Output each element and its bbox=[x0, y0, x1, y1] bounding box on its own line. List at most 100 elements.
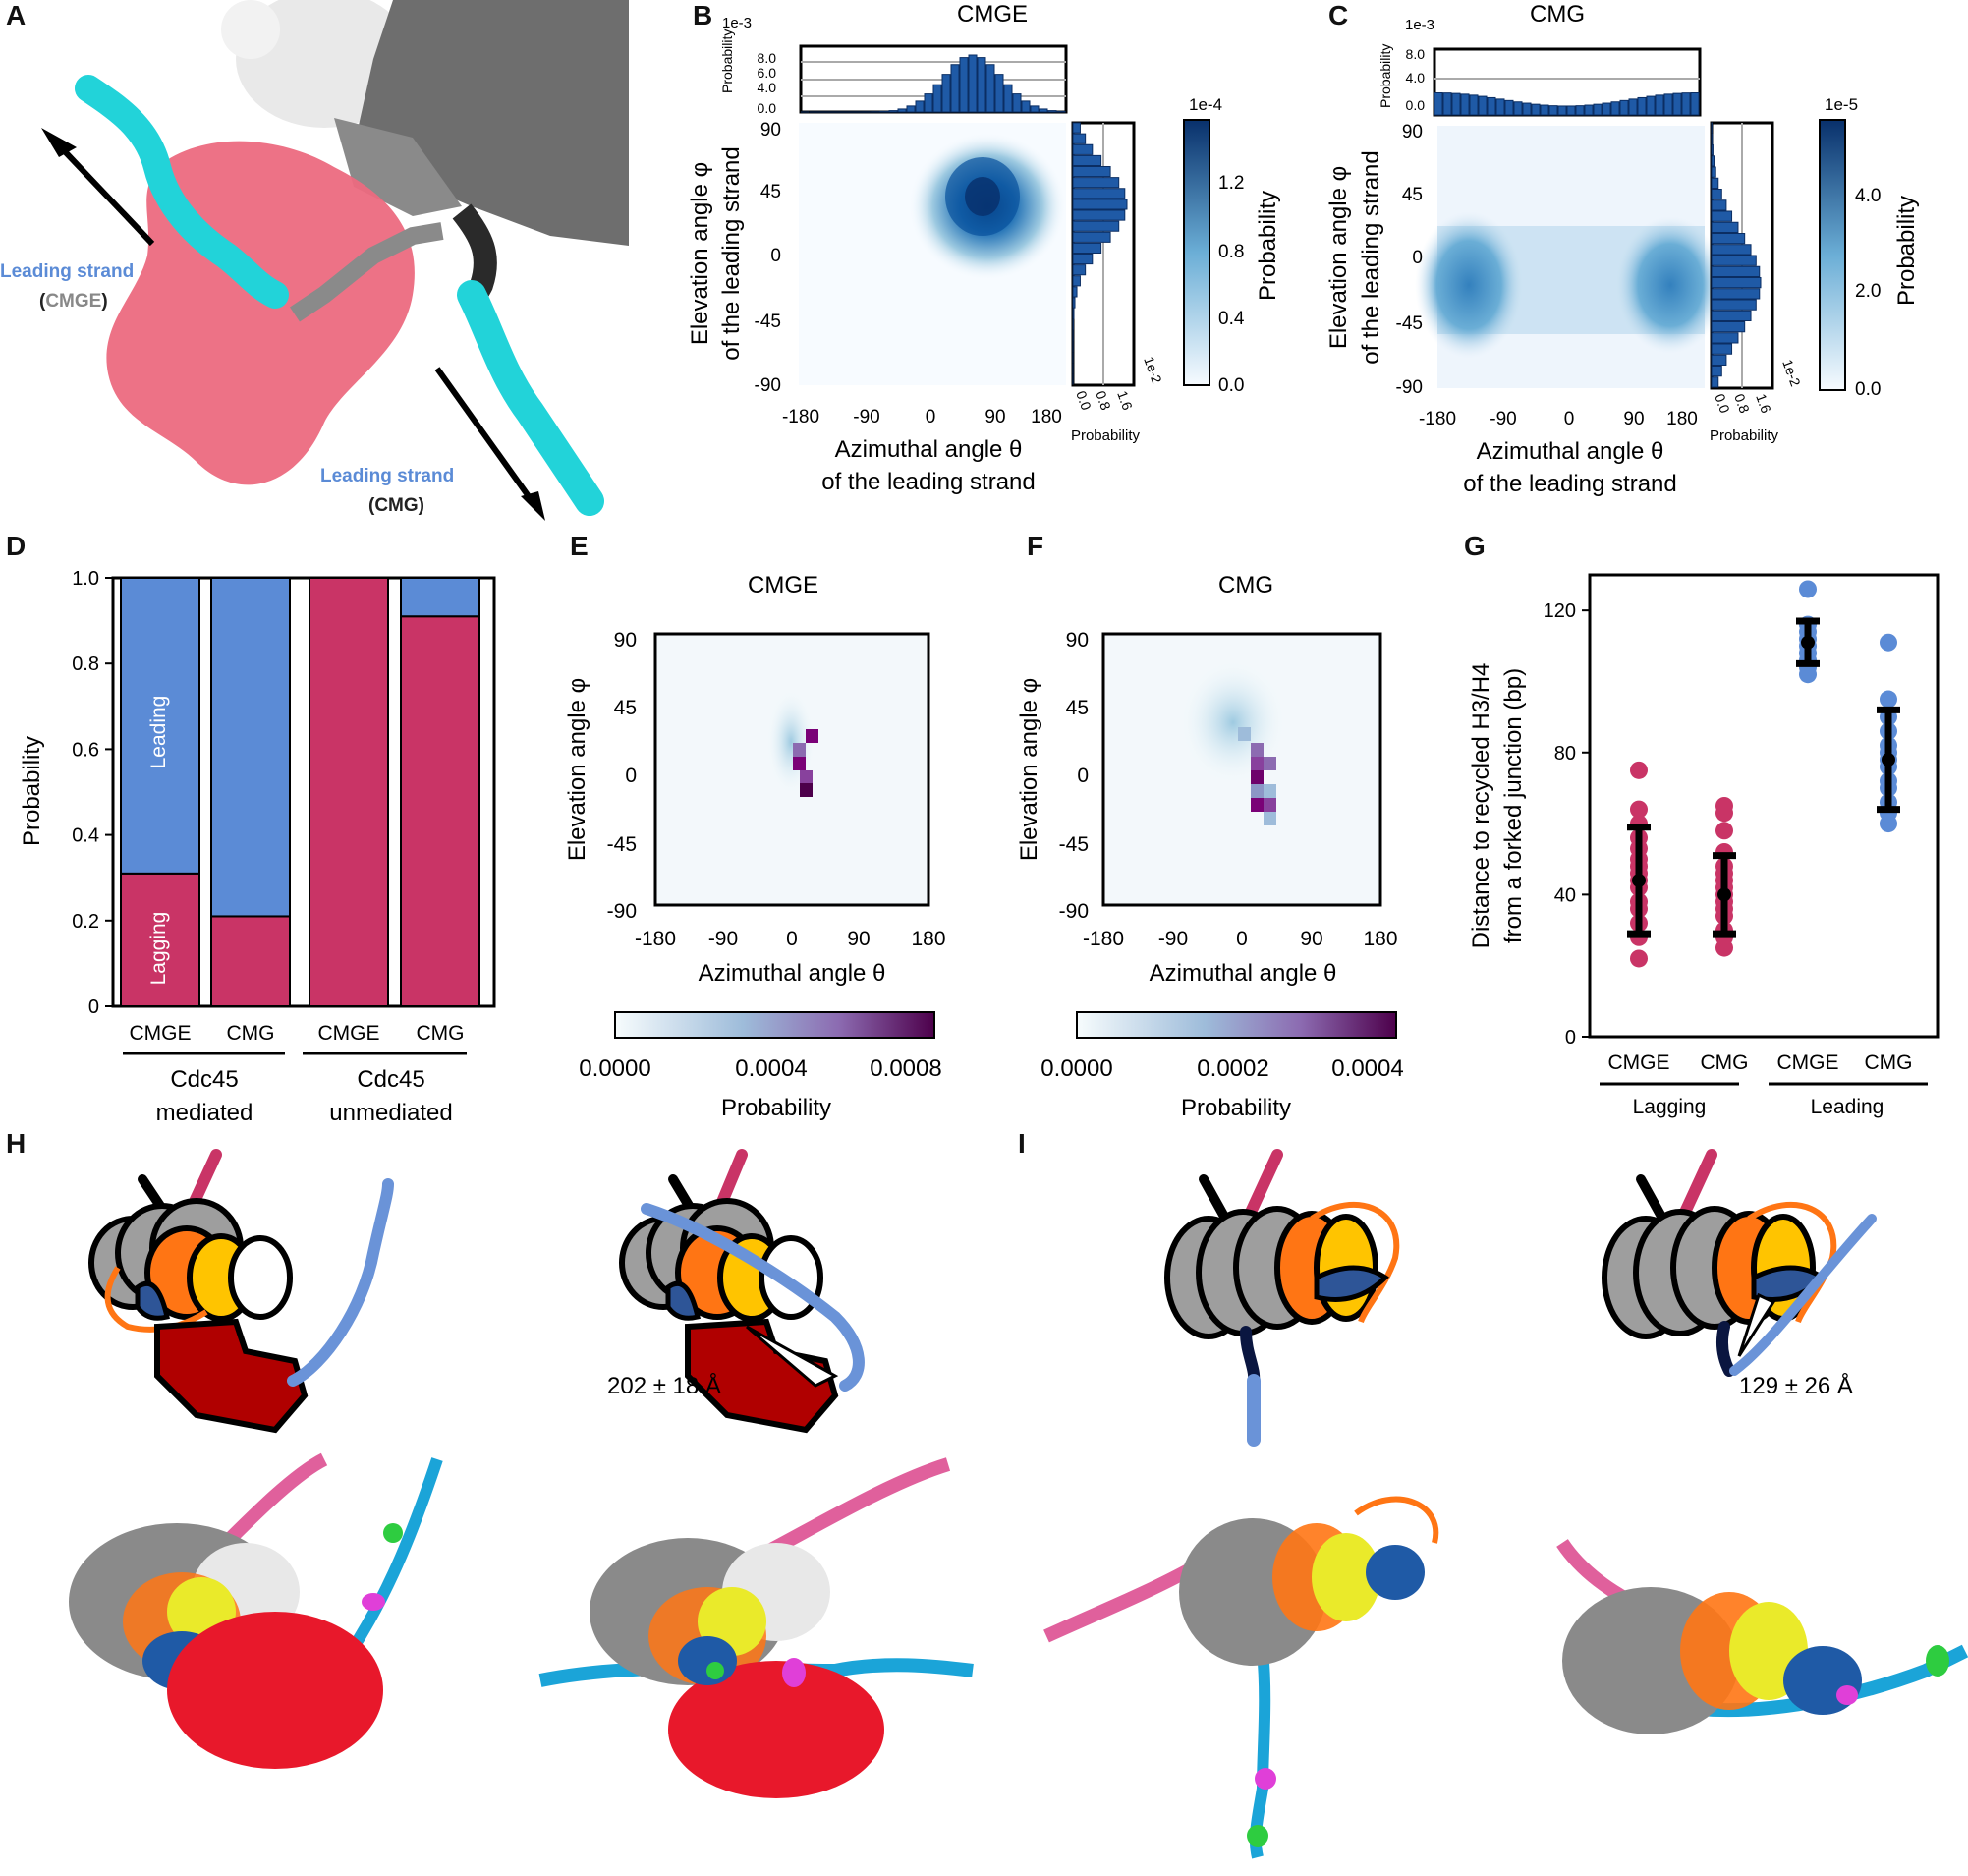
green-marker bbox=[1247, 1825, 1268, 1847]
panel-letter-a: A bbox=[6, 0, 26, 31]
panel-g-xtick: CMG bbox=[1865, 1052, 1913, 1074]
panel-f-cbar-label: Probability bbox=[1181, 1095, 1291, 1121]
panel-g-group-label: Leading bbox=[1811, 1096, 1884, 1118]
panel-f-xtick: -90 bbox=[1158, 928, 1188, 950]
panel-b-right-hist-bar bbox=[1073, 144, 1093, 154]
panel-g-ytick: 40 bbox=[1554, 884, 1576, 906]
panel-c-ytick: 0 bbox=[1412, 248, 1423, 268]
panel-c-right-label: Probability bbox=[1710, 427, 1779, 444]
panel-c-right-hist-bar bbox=[1712, 355, 1726, 365]
panel-b-top-exp: 1e-3 bbox=[722, 15, 752, 31]
panel-g-mean bbox=[1801, 636, 1815, 650]
panel-b-right-hist-bar bbox=[1073, 232, 1110, 242]
panel-c-right-exp: 1e-2 bbox=[1779, 358, 1804, 389]
panel-d-ytick: 0.8 bbox=[72, 654, 99, 675]
panel-f-ytick: -90 bbox=[1059, 900, 1089, 923]
panel-c-top-exp: 1e-3 bbox=[1405, 17, 1434, 33]
magenta-marker bbox=[1836, 1685, 1858, 1705]
panel-c-right-hist-bar bbox=[1712, 367, 1721, 376]
panel-letter-b: B bbox=[693, 0, 712, 31]
panel-c-top-hist-bar bbox=[1585, 105, 1593, 115]
panel-b-right-hist-bar bbox=[1073, 298, 1075, 308]
panel-d-group-label: Cdc45 bbox=[170, 1066, 238, 1093]
panel-b-cbar-label: Probability bbox=[1255, 191, 1281, 301]
panel-b-top-hist-bar bbox=[898, 109, 906, 112]
panel-c-top-hist-bar bbox=[1523, 103, 1531, 115]
panel-c-top-hist-bar bbox=[1558, 106, 1566, 115]
panel-c-right-tick: 0.8 bbox=[1731, 392, 1753, 416]
panel-b-right-label: Probability bbox=[1071, 427, 1141, 444]
panel-b-top-tick: 8.0 bbox=[758, 50, 777, 66]
panel-b-title: CMGE bbox=[957, 1, 1028, 28]
panel-c-top-hist-bar bbox=[1673, 93, 1681, 115]
panel-c-right-hist-bar bbox=[1712, 333, 1738, 343]
panel-b-top-hist-bar bbox=[978, 58, 985, 112]
panel-g-point bbox=[1630, 949, 1648, 967]
label-cmg-paren: (CMG) bbox=[368, 495, 424, 516]
panel-f-ytick: 90 bbox=[1066, 629, 1089, 652]
panel-b-cbar-tick: 0.4 bbox=[1218, 309, 1245, 329]
panel-g-ylabel: Distance to recycled H3/H4 bbox=[1468, 663, 1494, 949]
panel-letter-i: I bbox=[1018, 1128, 1026, 1160]
panel-b-top-hist-bar bbox=[880, 111, 888, 112]
panel-c-top-hist-bar bbox=[1664, 94, 1672, 115]
panel-d-group-label: unmediated bbox=[329, 1100, 452, 1126]
panel-f-xtick: 180 bbox=[1363, 928, 1397, 950]
panel-h: 202 ± 18 Å bbox=[69, 1155, 973, 1798]
panel-c-top-tick: 4.0 bbox=[1406, 70, 1426, 85]
panel-f-xtick: -180 bbox=[1083, 928, 1124, 950]
panel-g-ytick: 0 bbox=[1565, 1027, 1576, 1049]
panel-b-xlabel: Azimuthal angle θ bbox=[835, 436, 1023, 463]
panel-b-top-hist-bar bbox=[1013, 94, 1021, 112]
panel-b-top-hist-bar bbox=[933, 85, 941, 112]
panel-c-top-hist-bar bbox=[1603, 103, 1610, 115]
panel-c-top-hist-bar bbox=[1541, 105, 1548, 115]
panel-c-top-hist-bar bbox=[1682, 93, 1690, 115]
panel-d-ylabel: Probability bbox=[19, 736, 45, 846]
panel-g-ytick: 120 bbox=[1544, 600, 1576, 622]
panel-i-render-1 bbox=[1046, 1500, 1435, 1857]
panel-c-top-hist-bar bbox=[1532, 104, 1540, 115]
panel-b-top-hist-bar bbox=[986, 65, 994, 112]
panel-i: 129 ± 26 Å bbox=[1046, 1155, 1965, 1857]
panel-i-cartoon-1 bbox=[1167, 1155, 1396, 1440]
panel-c-top-hist-bar bbox=[1488, 97, 1495, 115]
panel-c-right-tick: 0.0 bbox=[1712, 392, 1733, 416]
panel-b-ytick: 45 bbox=[760, 182, 781, 202]
panel-b-top-hist-bar bbox=[1057, 111, 1065, 112]
panel-b-top-hist-bar bbox=[951, 65, 959, 112]
panel-c-right-hist-bar bbox=[1712, 200, 1726, 210]
panel-e-xtick: -180 bbox=[635, 928, 676, 950]
bar-lagging-2 bbox=[309, 578, 388, 1006]
panel-e-xtick: 0 bbox=[786, 928, 798, 950]
panel-c-ytick: -45 bbox=[1396, 313, 1423, 334]
panel-b-ytick: -45 bbox=[755, 312, 781, 332]
panel-b-right-hist-bar bbox=[1073, 178, 1119, 188]
panel-f-colorbar bbox=[1077, 1012, 1396, 1038]
panel-e-cbar-tick: 0.0004 bbox=[735, 1055, 807, 1082]
panel-d-xtick: CMG bbox=[227, 1022, 275, 1045]
bar-leading-1 bbox=[211, 578, 290, 916]
panel-b-right-hist-bar bbox=[1073, 276, 1080, 286]
panel-d-ytick: 0 bbox=[88, 996, 99, 1018]
panel-g-ytick: 80 bbox=[1554, 743, 1576, 765]
panel-a: Leading strand (CMGE) Leading strand (CM… bbox=[0, 0, 629, 521]
panel-c-top-hist-bar bbox=[1505, 100, 1513, 115]
panel-b-right-hist-bar bbox=[1073, 155, 1101, 165]
panel-c-right-hist-bar bbox=[1712, 234, 1745, 244]
panel-b-cbar-tick: 1.2 bbox=[1218, 173, 1244, 194]
panel-c-ytick: 45 bbox=[1402, 185, 1423, 205]
panel-b-right-hist-bar bbox=[1073, 309, 1074, 318]
panel-d-ytick: 0.4 bbox=[72, 825, 99, 847]
panel-e-ytick: -45 bbox=[607, 833, 637, 856]
panel-i-cartoon-2: 129 ± 26 Å bbox=[1604, 1155, 1872, 1399]
panel-c-ytick: 90 bbox=[1402, 122, 1423, 142]
green-marker bbox=[1926, 1645, 1949, 1677]
panel-f-cbar-tick: 0.0000 bbox=[1040, 1055, 1112, 1082]
panel-b-top-hist-bar bbox=[1022, 101, 1030, 112]
panel-b-right-hist-bar bbox=[1073, 287, 1077, 297]
panel-d-group-label: Cdc45 bbox=[357, 1066, 424, 1093]
